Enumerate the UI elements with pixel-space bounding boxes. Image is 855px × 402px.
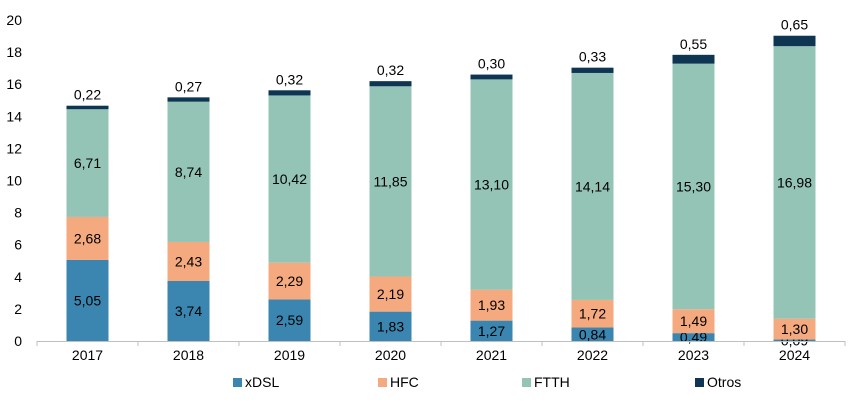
y-axis: 0 2 4 6 8 10 12 14 16 18 20 — [6, 12, 22, 349]
data-label-hfc-2022: 1,72 — [579, 306, 606, 322]
bar-segment-hfc-2020 — [369, 276, 412, 312]
bar-segment-otros-2023 — [672, 54, 715, 64]
data-label-xdsl-2022: 0,84 — [579, 326, 606, 342]
bar-segment-otros-2022 — [571, 67, 614, 73]
legend-swatch-otros — [695, 378, 704, 387]
legend: xDSL HFC FTTH Otros — [233, 374, 741, 390]
bar-segment-otros-2018 — [167, 97, 210, 102]
data-label-hfc-2024: 1,30 — [781, 321, 808, 337]
data-label-xdsl-2021: 1,27 — [478, 323, 505, 339]
y-tick-label: 10 — [6, 173, 22, 189]
data-label-hfc-2021: 1,93 — [478, 297, 505, 313]
data-label-hfc-2018: 2,43 — [175, 253, 202, 269]
x-tick-label: 2017 — [72, 347, 103, 363]
data-label-xdsl-2020: 1,83 — [377, 318, 404, 334]
data-label-otros-2023: 0,55 — [680, 36, 707, 52]
bar-segment-otros-2024 — [773, 35, 816, 47]
y-tick-label: 20 — [6, 12, 22, 28]
data-label-hfc-2020: 2,19 — [377, 286, 404, 302]
data-label-ftth-2018: 8,74 — [175, 164, 202, 180]
bar-segment-xdsl-2020 — [369, 311, 412, 341]
legend-label-xdsl: xDSL — [245, 374, 279, 390]
data-label-otros-2017: 0,22 — [74, 87, 101, 103]
legend-label-ftth: FTTH — [534, 374, 570, 390]
x-tick-label: 2023 — [678, 347, 709, 363]
bar-segment-ftth-2024 — [773, 46, 816, 319]
bars: 5,05 2,68 6,71 0,22 3,74 2,43 8,74 0,27 2,59 2,29… — [66, 17, 816, 348]
x-tick-label: 2020 — [375, 347, 406, 363]
legend-swatch-hfc — [378, 378, 387, 387]
bar-segment-ftth-2018 — [167, 101, 210, 242]
y-tick-label: 2 — [14, 301, 22, 317]
bar-segment-hfc-2023 — [672, 309, 715, 334]
bar-segment-xdsl-2019 — [268, 299, 311, 341]
data-label-otros-2021: 0,30 — [478, 56, 505, 72]
x-tick-label: 2021 — [476, 347, 507, 363]
y-tick-label: 16 — [6, 76, 22, 92]
bar-segment-xdsl-2024 — [773, 339, 816, 341]
data-label-xdsl-2019: 2,59 — [276, 312, 303, 328]
y-tick-label: 18 — [6, 44, 22, 60]
data-label-xdsl-2017: 5,05 — [74, 292, 101, 308]
data-label-ftth-2019: 10,42 — [272, 171, 307, 187]
bar-segment-xdsl-2018 — [167, 280, 210, 341]
bar-segment-otros-2019 — [268, 90, 311, 96]
x-tick-label: 2019 — [274, 347, 305, 363]
y-tick-label: 0 — [14, 333, 22, 349]
bar-segment-otros-2021 — [470, 74, 513, 80]
bar-segment-xdsl-2017 — [66, 259, 109, 341]
data-label-ftth-2017: 6,71 — [74, 155, 101, 171]
bar-segment-hfc-2018 — [167, 241, 210, 281]
x-tick-label: 2018 — [173, 347, 204, 363]
data-label-otros-2020: 0,32 — [377, 62, 404, 78]
bar-segment-hfc-2024 — [773, 318, 816, 340]
data-label-ftth-2022: 14,14 — [575, 178, 610, 194]
bar-segment-ftth-2020 — [369, 86, 412, 277]
data-label-hfc-2017: 2,68 — [74, 230, 101, 246]
y-tick-label: 8 — [14, 205, 22, 221]
legend-label-hfc: HFC — [390, 374, 419, 390]
data-label-ftth-2021: 13,10 — [474, 177, 509, 193]
y-tick-label: 6 — [14, 237, 22, 253]
data-label-otros-2018: 0,27 — [175, 78, 202, 94]
bar-segment-otros-2020 — [369, 81, 412, 87]
data-label-otros-2022: 0,33 — [579, 49, 606, 65]
data-label-ftth-2020: 11,85 — [374, 173, 408, 189]
bar-segment-hfc-2022 — [571, 299, 614, 328]
bar-segment-hfc-2017 — [66, 216, 109, 260]
data-label-hfc-2019: 2,29 — [276, 273, 303, 289]
bar-segment-hfc-2019 — [268, 262, 311, 300]
bar-segment-hfc-2021 — [470, 289, 513, 321]
x-tick-label: 2024 — [779, 347, 810, 363]
legend-swatch-xdsl — [233, 378, 242, 387]
x-axis: 2017 2018 2019 2020 2021 2022 2023 2024 — [36, 341, 846, 363]
bar-segment-xdsl-2023 — [672, 333, 715, 341]
bar-segment-xdsl-2022 — [571, 327, 614, 341]
y-tick-label: 4 — [14, 269, 22, 285]
bar-segment-ftth-2017 — [66, 109, 109, 217]
bar-segment-xdsl-2021 — [470, 320, 513, 341]
data-label-hfc-2023: 1,49 — [680, 313, 707, 329]
bar-segment-otros-2017 — [66, 105, 109, 110]
data-label-otros-2019: 0,32 — [276, 71, 303, 87]
legend-swatch-ftth — [522, 378, 531, 387]
data-label-ftth-2024: 16,98 — [777, 174, 812, 190]
bar-segment-ftth-2021 — [470, 79, 513, 290]
y-tick-label: 14 — [6, 108, 22, 124]
data-label-xdsl-2018: 3,74 — [175, 303, 202, 319]
bar-segment-ftth-2023 — [672, 63, 715, 310]
data-label-ftth-2023: 15,30 — [676, 178, 711, 194]
bar-segment-ftth-2022 — [571, 72, 614, 300]
legend-label-otros: Otros — [707, 374, 741, 390]
bar-segment-ftth-2019 — [268, 95, 311, 263]
data-label-otros-2024: 0,65 — [781, 17, 808, 33]
y-tick-label: 12 — [6, 140, 22, 156]
x-tick-label: 2022 — [577, 347, 608, 363]
